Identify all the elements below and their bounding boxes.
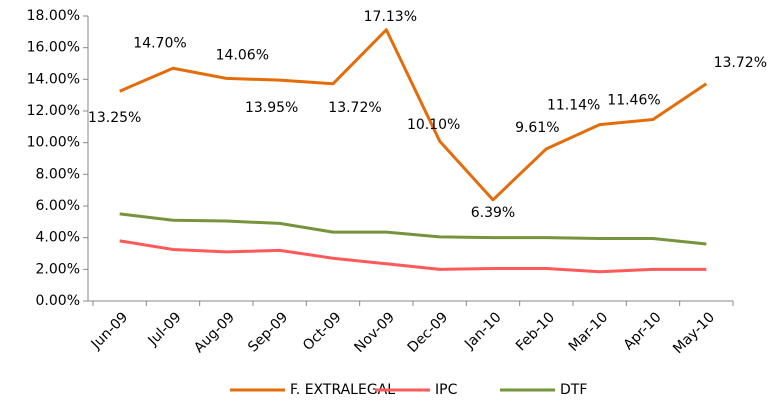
x-tick-label: May-10 [670, 309, 718, 357]
data-label: 10.10% [407, 117, 460, 133]
data-label: 17.13% [364, 9, 417, 25]
y-tick-label: 10.00% [27, 135, 80, 151]
x-tick-label: Jan-10 [461, 309, 504, 352]
x-tick-label: Aug-09 [191, 309, 238, 356]
data-label: 11.46% [607, 93, 660, 109]
y-tick-label: 12.00% [27, 103, 80, 119]
data-label: 13.72% [328, 100, 381, 116]
data-label: 6.39% [471, 205, 515, 221]
data-label: 11.14% [547, 98, 600, 114]
y-tick-label: 2.00% [36, 261, 80, 277]
x-tick-label: Sep-09 [245, 309, 291, 355]
x-tick-label: Dec-09 [405, 309, 452, 356]
y-tick-label: 0.00% [36, 293, 80, 309]
x-tick-label: Nov-09 [351, 309, 398, 356]
x-tick-label: Oct-09 [300, 309, 345, 354]
y-tick-label: 8.00% [36, 166, 80, 182]
data-label: 14.06% [216, 47, 269, 63]
y-tick-label: 18.00% [27, 8, 80, 24]
x-tick-label: Jun-09 [88, 309, 132, 353]
data-label: 13.25% [88, 110, 141, 126]
legend-label: IPC [435, 382, 458, 398]
data-label: 13.72% [714, 55, 767, 71]
legend-label: DTF [560, 382, 587, 398]
data-label: 9.61% [515, 120, 559, 136]
x-tick-label: Jul-09 [145, 309, 185, 349]
data-label: 14.70% [133, 35, 186, 51]
y-tick-label: 6.00% [36, 198, 80, 214]
series-line [119, 212, 707, 246]
y-tick-label: 4.00% [36, 230, 80, 246]
y-tick-label: 14.00% [27, 71, 80, 87]
y-tick-label: 16.00% [27, 40, 80, 56]
x-tick-label: Feb-10 [513, 309, 558, 354]
series-line [119, 28, 708, 202]
data-label: 13.95% [245, 100, 298, 116]
x-tick-label: Apr-10 [621, 309, 665, 353]
series-line [119, 239, 707, 274]
x-tick-label: Mar-10 [566, 309, 612, 355]
legend-label: F. EXTRALEGAL [290, 382, 395, 398]
